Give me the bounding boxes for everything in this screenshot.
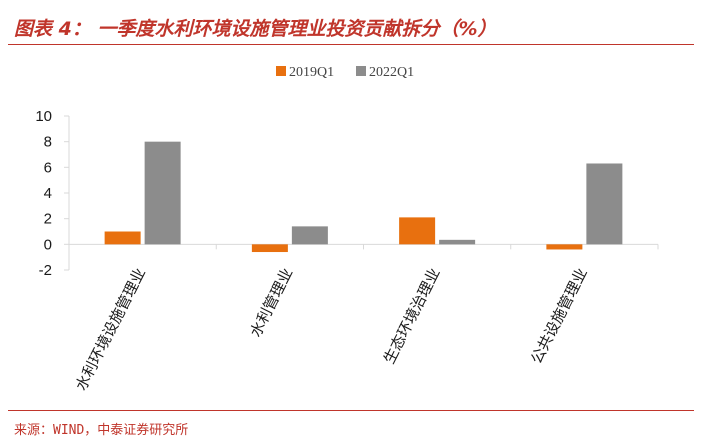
bar-2022Q1-2 [291, 226, 328, 245]
legend-swatch-2022Q1 [356, 66, 366, 76]
y-tick-label: -2 [39, 262, 52, 279]
y-tick-label: 8 [44, 134, 52, 151]
figure-title: 图表 4： 一季度水利环境设施管理业投资贡献拆分（%） [14, 18, 497, 40]
y-tick-label: 10 [35, 108, 52, 125]
legend-swatch-2019Q1 [276, 66, 286, 76]
bar-2019Q1-2 [251, 244, 288, 253]
x-category-label: 水利环境设施管理业 [72, 265, 149, 393]
bar-2022Q1-4 [586, 163, 623, 245]
bar-chart: -2 0 2 4 6 8 10 水利环境设施管理业 水利管理业 生态环境治理业 公共设施管理业 201… [35, 65, 659, 393]
source-divider [8, 410, 694, 411]
y-tick-label: 4 [44, 185, 52, 202]
bar-2019Q1-1 [104, 231, 141, 245]
y-tick-label: 2 [44, 211, 52, 228]
x-category-label: 生态环境治理业 [380, 265, 444, 367]
source-note: 来源：WIND，中泰证券研究所 [14, 423, 189, 438]
y-tick-label: 6 [44, 159, 52, 176]
bar-2019Q1-4 [546, 244, 583, 250]
x-category-label: 公共设施管理业 [527, 265, 591, 367]
bar-2022Q1-1 [144, 141, 181, 245]
y-tick-label: 0 [44, 236, 52, 253]
title-divider [8, 44, 694, 45]
bar-2019Q1-3 [399, 217, 436, 245]
bar-2022Q1-3 [439, 239, 476, 245]
legend-label-2019Q1: 2019Q1 [289, 65, 334, 80]
legend-label-2022Q1: 2022Q1 [369, 65, 414, 80]
x-category-label: 水利管理业 [246, 265, 296, 340]
